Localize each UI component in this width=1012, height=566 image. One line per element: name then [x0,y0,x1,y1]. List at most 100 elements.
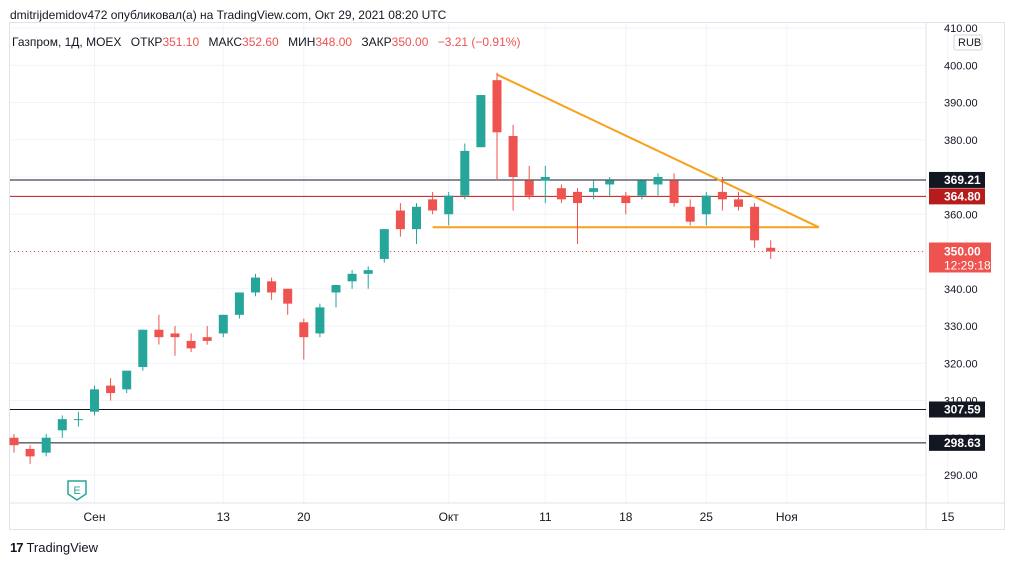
candle-body [299,322,309,338]
candle-body [524,180,534,196]
price-tick-label: 410.00 [944,23,978,35]
candle [363,266,373,289]
candle [734,191,743,211]
candle [90,385,99,416]
candle [25,445,35,464]
candle [621,191,631,215]
legend-low-label: МИН [288,35,315,49]
candle-body [460,150,470,196]
candle [186,333,196,353]
currency-label: RUB [958,37,981,49]
horizontal-levels [10,179,926,444]
candle [267,277,277,300]
candle-body [267,281,277,293]
candle-body [444,195,454,215]
candle-body [476,95,486,148]
candle-body [41,437,51,453]
tradingview-logo-icon: 17 [10,540,24,555]
candle [701,191,711,226]
price-tick-label: 320.00 [944,358,978,370]
publish-info: dmitrijdemidov472 опубликовал(а) на Trad… [10,8,447,22]
current-price-label-bg [929,242,991,273]
candle-body [218,314,228,334]
time-axis: Сен 13 20 Окт 11 18 25 Ноя 15 [84,510,955,524]
candle-body [315,307,325,334]
candle-body [766,247,776,252]
level-price-label: 369.21 [944,173,981,187]
candle-body [669,180,679,204]
candle [57,415,67,438]
price-tick-label: 290.00 [944,470,978,482]
candle-body [106,385,116,394]
candle [428,191,438,215]
candle [476,95,486,148]
time-tick-label: 11 [539,510,552,524]
candle-body [508,136,518,177]
candle [717,177,727,211]
level-price-label-bg [929,188,985,205]
price-tick-label: 400.00 [944,60,978,72]
price-tick-label: 380.00 [944,135,978,147]
candle [766,240,776,259]
candle [508,124,518,211]
price-tick-label: 390.00 [944,98,978,110]
brand-label: TradingView [26,540,99,555]
time-tick-label: 25 [700,510,714,524]
candle-body [331,285,341,293]
candle-body [73,419,83,421]
candle [41,434,51,457]
level-price-label-bg [929,434,985,451]
candle [524,165,534,200]
time-tick-label: 18 [619,510,633,524]
candle-body [653,177,663,185]
tradingview-brand[interactable]: 17 TradingView [10,540,98,555]
candle-body [202,337,212,341]
candle [395,203,405,237]
candle [202,326,212,345]
candle [347,270,357,289]
current-price-label: 350.00 [944,245,981,259]
earnings-event-icon [67,480,87,501]
candle-body [589,188,599,192]
time-tick-label: Окт [439,510,460,524]
candle-body [750,206,760,241]
candle [331,285,341,308]
candle [73,411,83,427]
chart-frame [9,22,1005,530]
candle-body [605,180,615,185]
candle-body [347,273,357,282]
candle [170,326,180,356]
candle-body [395,210,405,230]
candle [750,203,760,248]
legend-open: 351.10 [162,35,199,49]
candle [444,191,454,226]
candle-body [25,448,35,457]
candle-body [428,199,438,211]
candle [299,318,309,360]
time-tick-label: 20 [297,510,311,524]
candle-body [57,419,67,431]
candle [154,314,164,345]
price-tick-label: 330.00 [944,321,978,333]
candle-body [251,277,260,293]
candle-body [170,333,180,338]
candle-body [154,329,164,338]
candle-body [573,191,582,204]
candle [589,180,599,200]
candle [492,72,502,181]
candle [669,173,679,207]
candle [556,184,566,204]
candle [685,199,695,226]
candle [460,143,470,200]
candles [9,72,776,464]
candle [315,303,325,338]
level-price-label-bg [929,171,985,188]
chart-legend: Газпром, 1Д, MOEX ОТКР351.10 МАКС352.60 … [12,35,520,49]
candle [379,229,389,263]
candle-body [186,340,196,349]
candle-body [138,329,148,367]
candle-body [412,206,421,230]
candle-body [9,437,19,446]
